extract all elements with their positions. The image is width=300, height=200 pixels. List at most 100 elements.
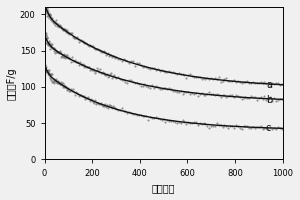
Point <box>46 70 51 73</box>
Point <box>62 55 67 58</box>
Point <box>97 68 102 71</box>
Point <box>45 15 50 18</box>
Point <box>236 79 240 83</box>
Point <box>123 80 128 83</box>
Point <box>85 65 90 68</box>
Point <box>233 123 238 126</box>
Point <box>56 50 60 53</box>
Point <box>152 117 156 120</box>
Point <box>57 51 62 54</box>
Point <box>68 58 73 61</box>
Point <box>247 127 252 130</box>
Point <box>171 71 176 74</box>
Point <box>52 21 56 25</box>
Point <box>47 73 52 77</box>
Point <box>226 94 231 97</box>
Point <box>178 90 183 93</box>
Point <box>56 81 61 85</box>
Point <box>254 126 259 129</box>
Point <box>60 28 65 32</box>
Point <box>207 127 212 130</box>
Point <box>144 114 149 117</box>
Point <box>77 39 82 42</box>
Point <box>71 59 76 62</box>
Point <box>62 85 67 88</box>
Point <box>233 93 238 96</box>
Point <box>112 107 117 110</box>
Point <box>192 92 197 95</box>
Point <box>239 98 244 101</box>
Point <box>74 60 78 63</box>
Point <box>98 50 103 53</box>
Point <box>148 86 153 89</box>
Point <box>230 80 235 83</box>
Point <box>45 42 50 45</box>
Point <box>45 69 50 72</box>
Point <box>65 88 70 91</box>
Point <box>57 83 62 86</box>
Point <box>82 41 87 45</box>
Point <box>92 46 96 49</box>
Point <box>104 73 109 76</box>
Point <box>201 93 206 97</box>
Point <box>57 25 62 28</box>
Point <box>94 47 99 50</box>
Point <box>260 127 265 130</box>
Point <box>175 121 179 124</box>
Point <box>45 11 50 15</box>
Point <box>80 39 85 42</box>
Point <box>50 19 55 23</box>
Point <box>224 95 229 98</box>
Point <box>95 69 100 72</box>
Point <box>117 109 122 112</box>
Point <box>230 125 235 128</box>
Point <box>43 41 48 44</box>
Point <box>169 87 173 90</box>
Point <box>47 76 52 79</box>
Point <box>107 75 112 78</box>
Point <box>53 51 58 54</box>
Point <box>172 121 177 124</box>
Point <box>169 70 173 73</box>
Point <box>80 95 85 98</box>
Point <box>165 87 170 91</box>
Point <box>48 74 53 77</box>
Point <box>60 82 65 85</box>
Point <box>73 94 77 97</box>
Point <box>61 53 66 57</box>
Point <box>230 94 235 97</box>
Point <box>92 70 96 73</box>
Point <box>245 125 250 128</box>
Point <box>44 8 49 11</box>
Point <box>74 61 79 64</box>
Point <box>64 29 68 32</box>
Point <box>133 112 137 116</box>
Point <box>46 43 51 46</box>
Point <box>59 55 64 58</box>
Point <box>75 93 80 96</box>
Point <box>188 72 193 75</box>
Point <box>245 79 250 83</box>
Point <box>102 51 107 54</box>
Point <box>89 67 94 70</box>
Point <box>54 21 59 25</box>
Point <box>172 89 177 92</box>
Point <box>186 73 191 76</box>
Point <box>258 95 263 99</box>
Point <box>79 94 84 97</box>
Point <box>83 97 88 100</box>
Point <box>94 67 99 70</box>
Point <box>43 5 47 8</box>
Point <box>44 37 49 40</box>
Point <box>167 70 172 73</box>
Point <box>99 71 104 75</box>
Point <box>218 95 223 98</box>
Point <box>154 84 158 88</box>
Point <box>266 127 271 130</box>
Point <box>241 80 246 83</box>
Point <box>95 101 100 104</box>
Point <box>264 81 269 84</box>
Point <box>106 52 111 55</box>
Point <box>49 77 53 81</box>
Point <box>58 26 63 29</box>
